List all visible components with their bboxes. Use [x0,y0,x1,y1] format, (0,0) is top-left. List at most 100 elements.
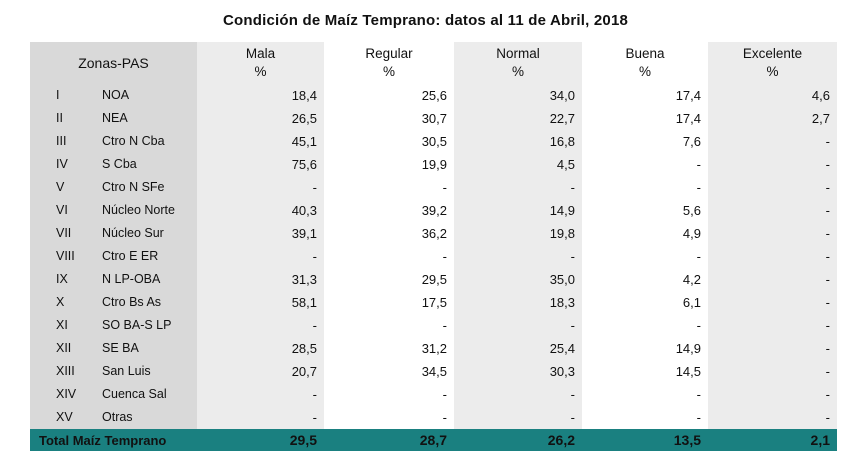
header-row: Zonas-PAS Mala% Regular% Normal% Buena% … [30,42,837,84]
zone-header: Zonas-PAS [30,42,197,84]
column-header-unit: % [766,64,779,79]
zone-name: NOA [102,88,130,102]
zone-name: San Luis [102,364,151,378]
zone-number: VI [56,203,68,217]
value-regular: 29,5 [421,272,447,287]
column-header-label: Normal [496,46,540,61]
value-excelente: - [708,383,837,406]
zone-name: Núcleo Norte [102,203,175,217]
value-normal: - [454,406,582,429]
zone-name: SE BA [102,341,139,355]
zone-number: I [56,88,60,102]
zone-number: III [56,134,67,148]
zone-cell: XI SO BA-S LP [30,314,197,337]
zone-name: Ctro Bs As [102,295,162,309]
value-excelente: - [708,199,837,222]
zone-cell: XIII San Luis [30,360,197,383]
value-normal: - [454,245,582,268]
zone-cell: XV Otras [30,406,197,429]
zone-cell: VIII Ctro E ER [30,245,197,268]
value-excelente: - [708,245,837,268]
value-normal: - [454,383,582,406]
zone-name: SO BA-S LP [102,318,172,332]
zone-name: S Cba [102,157,137,171]
value-mala: 75,6 [197,153,324,176]
column-header-unit: % [254,64,267,79]
table-row: III Ctro N Cba 45,1 30,5 16,8 7,6 - [30,130,837,153]
value-buena: - [696,318,701,333]
value-normal: 25,4 [454,337,582,360]
column-header-normal: Normal% [454,42,582,84]
value-buena: 7,6 [682,134,701,149]
table-row: I NOA 18,4 25,6 34,0 17,4 4,6 [30,84,837,107]
value-normal: 4,5 [454,153,582,176]
value-regular: 19,9 [421,157,447,172]
value-mala: 28,5 [197,337,324,360]
zone-name: Otras [102,410,133,424]
zone-name: N LP-OBA [102,272,161,286]
zone-cell: VI Núcleo Norte [30,199,197,222]
total-excelente: 2,1 [708,429,837,451]
zone-number: XII [56,341,72,355]
value-mala: - [197,176,324,199]
table-row: IX N LP-OBA 31,3 29,5 35,0 4,2 - [30,268,837,291]
value-regular: 34,5 [421,364,447,379]
table-title: Condición de Maíz Temprano: datos al 11 … [222,12,629,29]
column-header-mala: Mala% [197,42,324,84]
zone-name: Ctro N SFe [102,180,165,194]
value-mala: 20,7 [197,360,324,383]
value-normal: 14,9 [454,199,582,222]
total-mala: 29,5 [197,429,324,451]
zone-number: XIV [56,387,77,401]
table-row: VIII Ctro E ER - - - - - [30,245,837,268]
value-buena: - [696,249,701,264]
value-mala: - [197,383,324,406]
zone-cell: VII Núcleo Sur [30,222,197,245]
value-regular: - [442,410,447,425]
value-normal: 35,0 [454,268,582,291]
value-normal: 30,3 [454,360,582,383]
value-excelente: 4,6 [708,84,837,107]
value-mala: 26,5 [197,107,324,130]
total-row: Total Maíz Temprano 29,5 28,7 26,2 13,5 … [30,429,837,451]
value-regular: - [442,180,447,195]
zone-cell: IV S Cba [30,153,197,176]
zone-number: IV [56,157,68,171]
value-mala: - [197,406,324,429]
value-buena: - [696,387,701,402]
zone-cell: X Ctro Bs As [30,291,197,314]
zone-cell: III Ctro N Cba [30,130,197,153]
value-regular: - [442,249,447,264]
zone-cell: I NOA [30,84,197,107]
value-excelente: - [708,130,837,153]
zone-cell: V Ctro N SFe [30,176,197,199]
value-buena: 5,6 [682,203,701,218]
value-normal: 16,8 [454,130,582,153]
value-mala: 31,3 [197,268,324,291]
value-mala: 45,1 [197,130,324,153]
value-excelente: - [708,222,837,245]
value-buena: 14,5 [675,364,701,379]
value-buena: - [696,410,701,425]
zone-number: XV [56,410,73,424]
value-buena: 4,2 [682,272,701,287]
table-row: X Ctro Bs As 58,1 17,5 18,3 6,1 - [30,291,837,314]
value-regular: 36,2 [421,226,447,241]
column-header-label: Excelente [742,46,803,61]
value-excelente: - [708,291,837,314]
value-buena: 17,4 [675,111,701,126]
value-normal: 19,8 [454,222,582,245]
value-mala: 18,4 [197,84,324,107]
table-row: XIV Cuenca Sal - - - - - [30,383,837,406]
value-excelente: 2,7 [708,107,837,130]
zone-number: X [56,295,65,309]
value-regular: - [442,318,447,333]
value-regular: 25,6 [421,88,447,103]
value-excelente: - [708,337,837,360]
table-row: II NEA 26,5 30,7 22,7 17,4 2,7 [30,107,837,130]
total-normal: 26,2 [454,429,582,451]
value-excelente: - [708,268,837,291]
zone-cell: II NEA [30,107,197,130]
total-label: Total Maíz Temprano [30,429,197,451]
value-buena: 4,9 [682,226,701,241]
